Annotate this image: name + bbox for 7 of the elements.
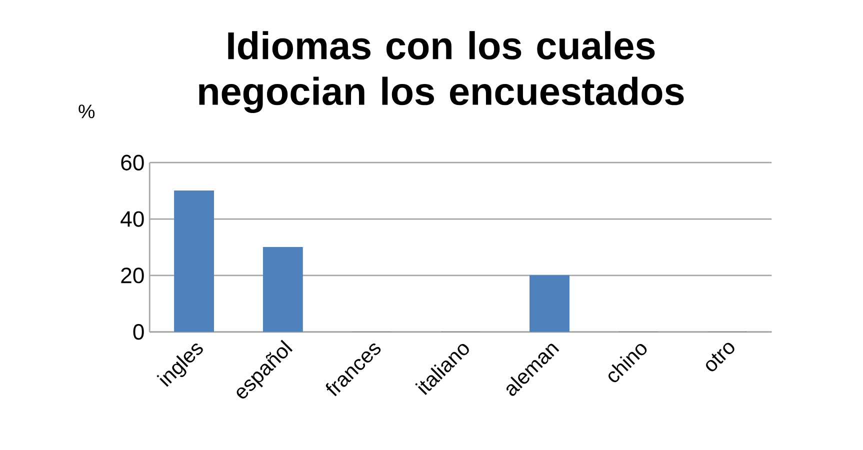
- y-axis-title: %: [78, 104, 95, 118]
- y-tick-label: 40: [120, 211, 144, 227]
- x-tick-label: otro: [706, 342, 734, 372]
- y-tick-label: 0: [133, 324, 144, 340]
- chart-title: Idiomas con los cuales negocian los encuestados: [199, 31, 684, 114]
- y-tick-label: 20: [121, 268, 144, 284]
- y-tick-label: 60: [121, 154, 144, 170]
